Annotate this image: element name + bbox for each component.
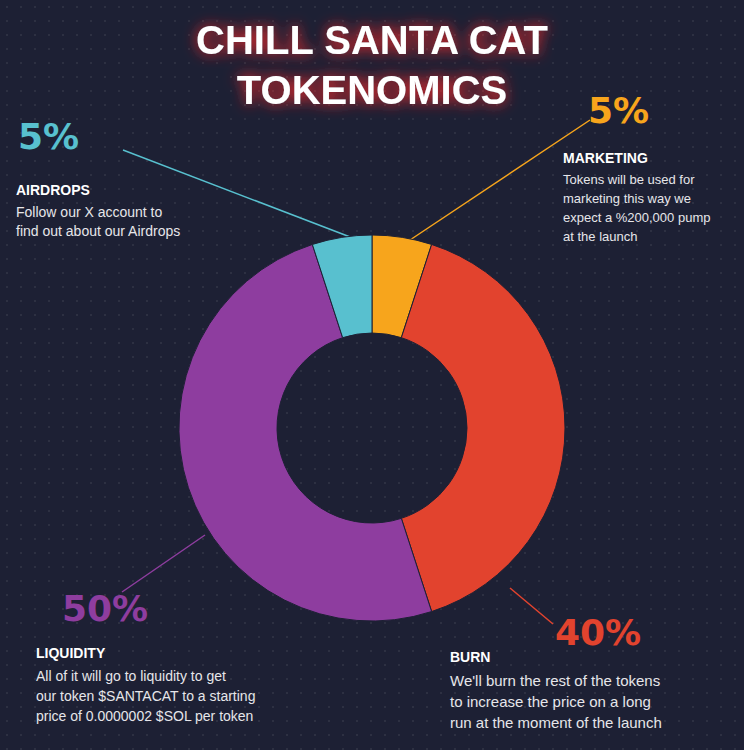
- svg-text:find out about our Airdrops: find out about our Airdrops: [16, 223, 180, 239]
- svg-text:40%: 40%: [555, 612, 641, 653]
- svg-text:expect a %200,000 pump: expect a %200,000 pump: [563, 210, 710, 225]
- svg-text:Follow our X account to: Follow our X account to: [16, 204, 163, 220]
- svg-text:LIQUIDITY: LIQUIDITY: [36, 645, 106, 661]
- svg-text:TOKENOMICS: TOKENOMICS: [237, 68, 507, 112]
- svg-text:5%: 5%: [18, 116, 79, 157]
- svg-text:marketing this way we: marketing this way we: [563, 191, 691, 206]
- svg-text:50%: 50%: [62, 588, 148, 629]
- svg-text:our token $SANTACAT to a start: our token $SANTACAT to a starting: [36, 688, 255, 704]
- svg-text:AIRDROPS: AIRDROPS: [16, 182, 90, 198]
- svg-text:price of 0.0000002 $SOL per to: price of 0.0000002 $SOL per token: [36, 708, 253, 724]
- svg-text:to increase the price on a lon: to increase the price on a long: [450, 693, 651, 710]
- svg-text:5%: 5%: [588, 90, 649, 131]
- svg-text:BURN: BURN: [450, 649, 490, 665]
- svg-text:All of it will go to liquidity: All of it will go to liquidity to get: [36, 668, 226, 684]
- svg-text:at the launch: at the launch: [563, 229, 637, 244]
- svg-text:We'll burn the rest of the tok: We'll burn the rest of the tokens: [450, 672, 660, 689]
- svg-text:MARKETING: MARKETING: [563, 150, 648, 166]
- svg-text:CHILL SANTA CAT: CHILL SANTA CAT: [196, 18, 548, 62]
- svg-text:run at the moment of the launc: run at the moment of the launch: [450, 714, 662, 731]
- svg-text:Tokens will be used for: Tokens will be used for: [563, 172, 695, 187]
